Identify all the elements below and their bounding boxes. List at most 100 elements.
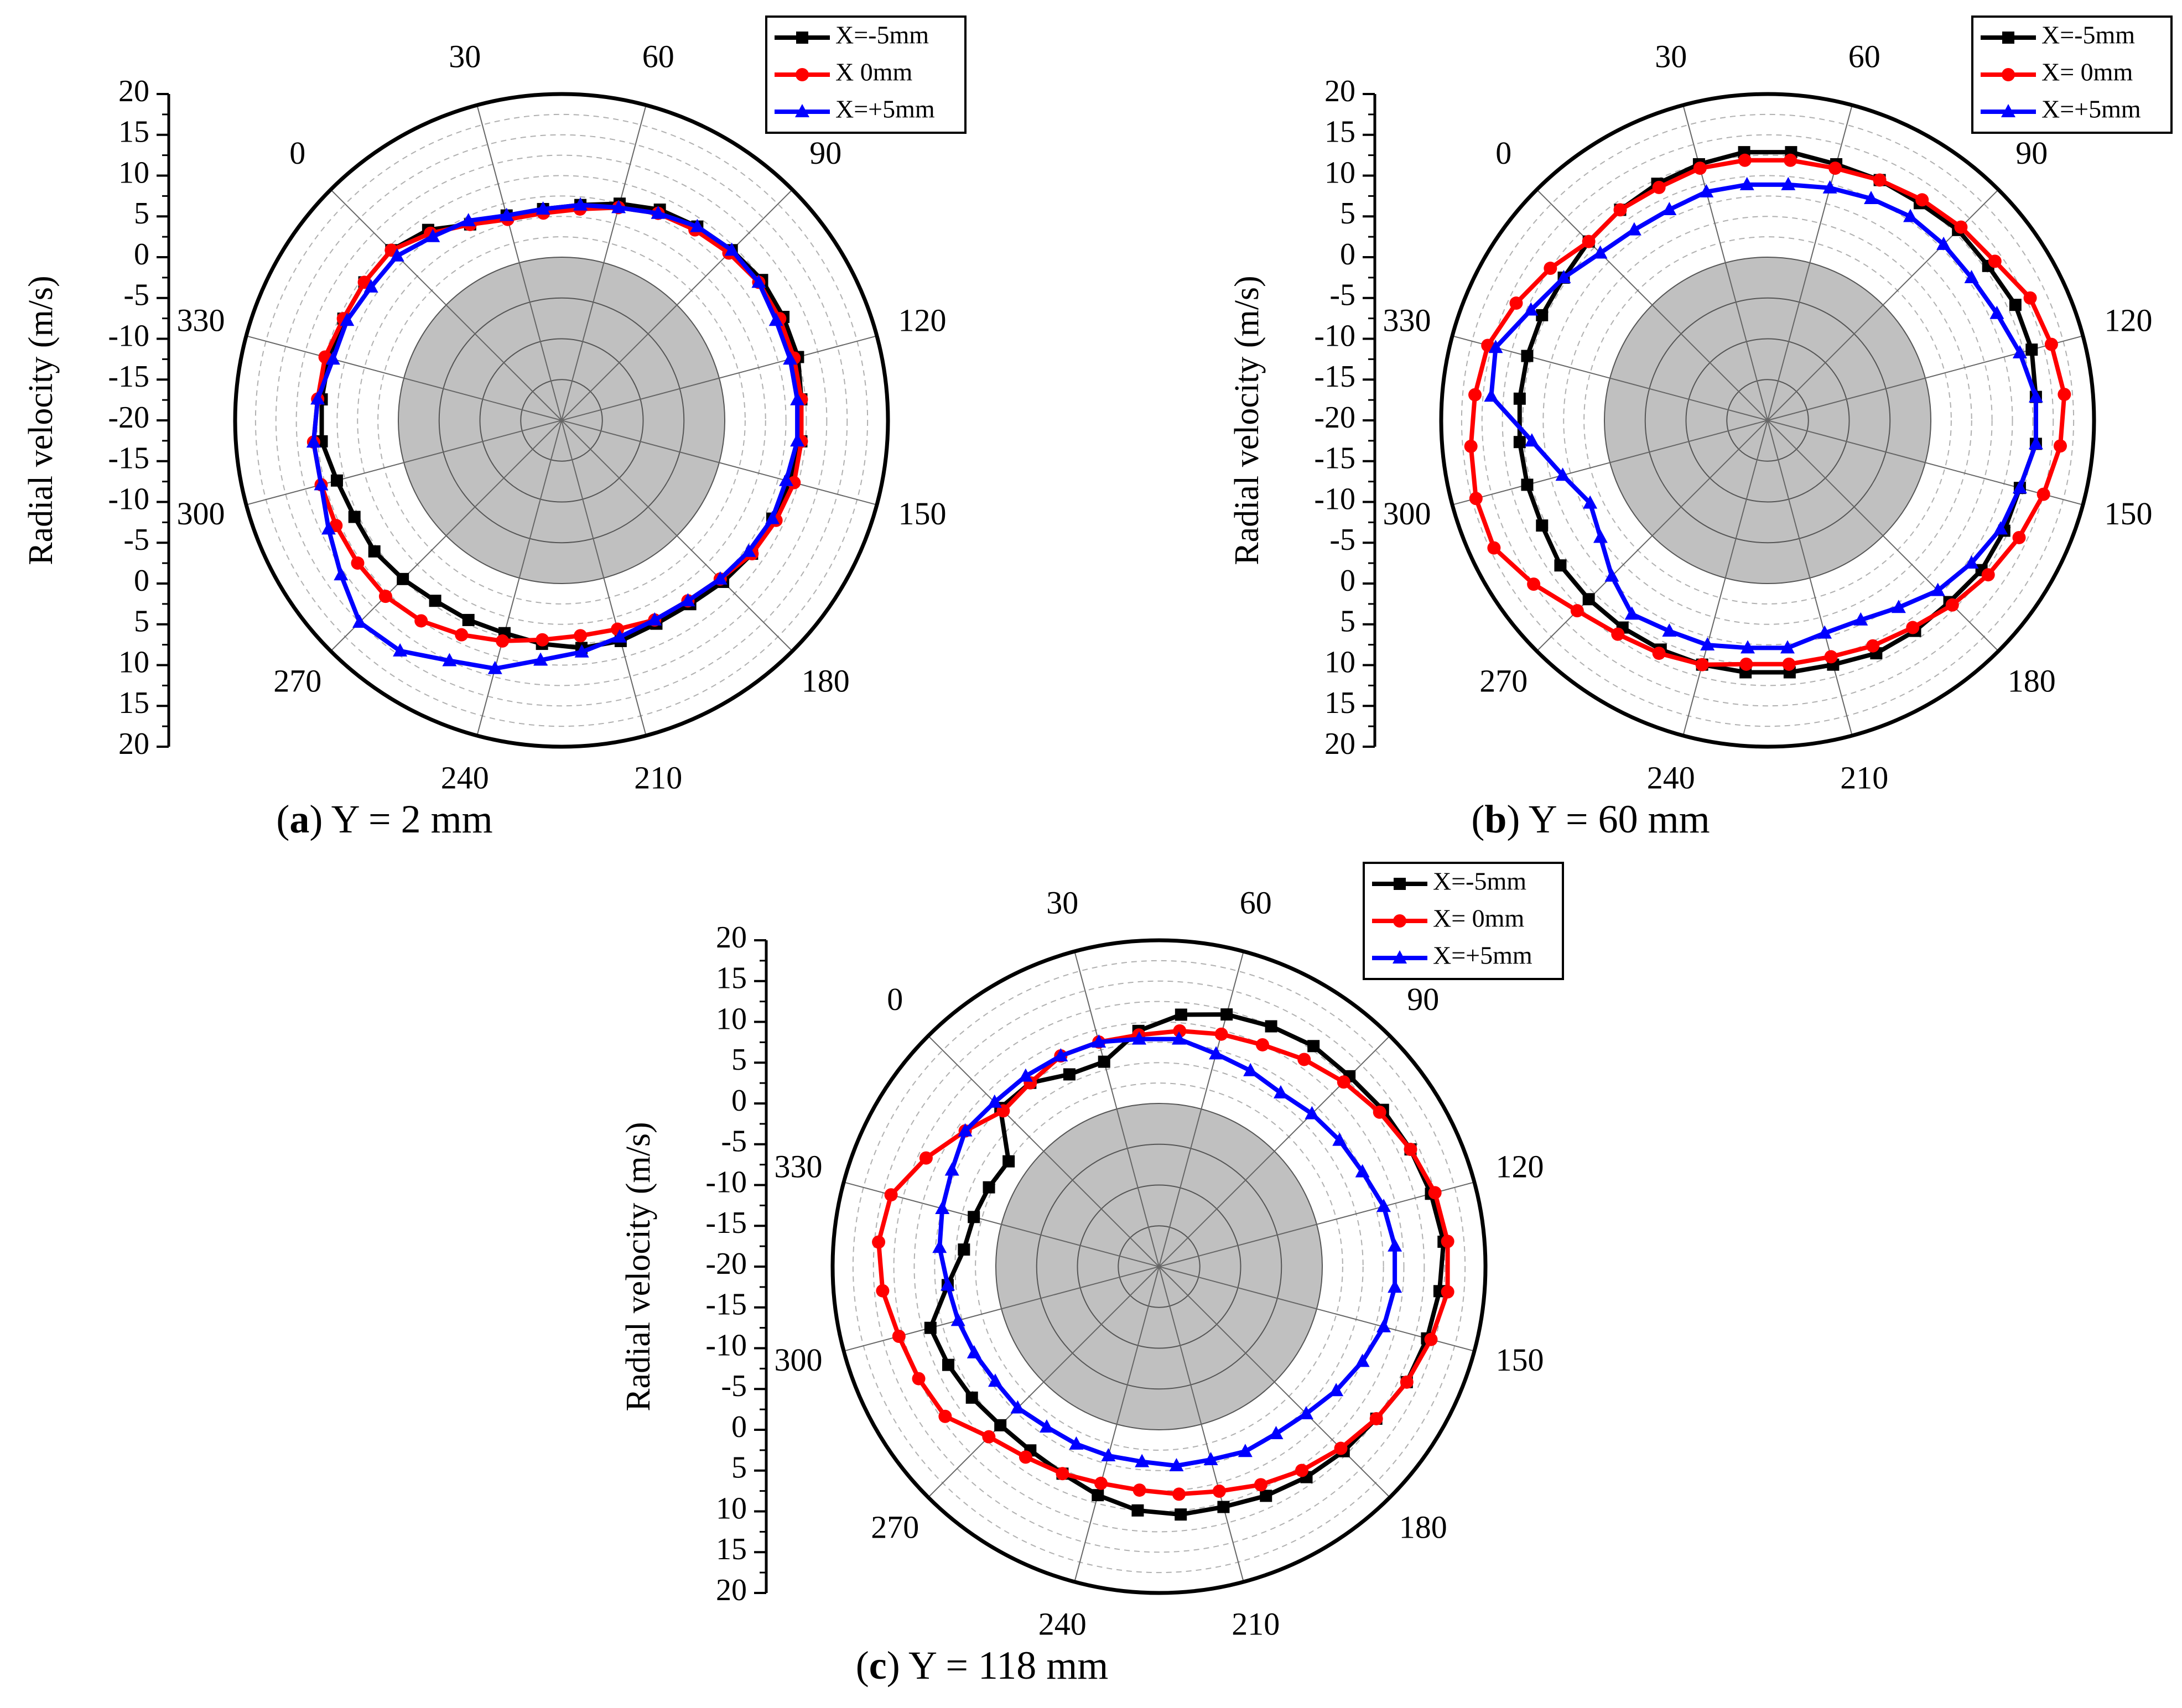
grid-spoke — [246, 420, 562, 506]
data-point-square — [1092, 1489, 1104, 1502]
radial-axis-title: Radial velocity (m/s) — [1228, 275, 1266, 565]
data-point-circle — [1464, 439, 1478, 453]
data-point-triangle — [1780, 640, 1795, 654]
data-point-triangle — [1993, 521, 2008, 535]
data-point-triangle — [1583, 495, 1598, 509]
data-point-triangle — [536, 201, 550, 215]
radial-tick-label: 15 — [716, 1532, 747, 1566]
data-point-triangle — [1903, 209, 1918, 222]
outer-circle — [233, 92, 890, 749]
angle-label: 120 — [898, 303, 946, 339]
data-point-circle — [1611, 627, 1625, 641]
data-point-triangle — [499, 207, 514, 221]
angle-label: 120 — [2105, 303, 2153, 339]
polar-chart-a: 030 609012015018021024027030033020151050-… — [22, 15, 967, 795]
angle-label: 120 — [1496, 1149, 1544, 1185]
data-point-triangle — [1101, 1447, 1116, 1461]
data-point-triangle — [1388, 1279, 1402, 1293]
data-point-triangle — [393, 643, 408, 657]
angle-label: 30 — [1655, 38, 1687, 74]
data-point-triangle — [1936, 236, 1951, 250]
data-point-triangle — [425, 228, 440, 242]
data-point-triangle — [1135, 1454, 1150, 1467]
angle-label: 90 — [809, 135, 841, 171]
data-point-circle — [1334, 1441, 1348, 1455]
data-point-triangle — [1662, 623, 1677, 637]
radial-tick-label: 15 — [118, 115, 149, 149]
grid-spoke — [561, 105, 647, 421]
data-point-square — [1536, 309, 1549, 321]
data-point-circle — [1527, 577, 1541, 591]
data-point-triangle — [352, 615, 367, 628]
data-point-triangle — [1488, 340, 1503, 353]
radial-tick-label: -10 — [108, 482, 149, 516]
legend-marker-triangle — [795, 104, 809, 117]
data-point-triangle — [741, 543, 756, 557]
angle-label: 60 — [1240, 884, 1272, 920]
data-point-triangle — [1989, 305, 2004, 319]
angle-label: 60 — [1848, 38, 1880, 74]
radial-tick-label: -10 — [1314, 482, 1355, 516]
radial-tick-label: 0 — [731, 1410, 747, 1444]
radial-tick-label: -5 — [1329, 523, 1355, 557]
inner-grid-ring — [1644, 297, 1891, 544]
data-point-square — [942, 1358, 955, 1371]
data-point-circle — [1256, 1038, 1270, 1051]
angle-label: 150 — [898, 496, 946, 532]
data-point-triangle — [442, 653, 457, 666]
angle-label: 300 — [177, 496, 225, 532]
data-point-triangle — [1376, 1199, 1391, 1212]
inner-grid-ring — [1604, 257, 1931, 584]
radial-tick-label: 15 — [1324, 686, 1355, 720]
data-point-triangle — [1018, 1068, 1033, 1082]
data-point-circle — [1424, 1332, 1438, 1346]
angle-label: 60 — [642, 38, 674, 74]
data-point-circle — [1873, 173, 1887, 187]
data-point-triangle — [2028, 436, 2043, 450]
grid-spoke — [1536, 189, 1768, 421]
data-point-triangle — [487, 660, 502, 674]
data-point-triangle — [790, 392, 805, 405]
grid-spoke — [1767, 420, 2084, 506]
data-point-triangle — [987, 1094, 1002, 1108]
data-point-triangle — [713, 571, 728, 585]
data-point-square — [462, 613, 475, 626]
polar-chart-b: 030 609012015018021024027030033020151050-… — [1228, 15, 2173, 795]
grid-ring — [254, 113, 869, 727]
grid-spoke — [1767, 420, 1999, 652]
data-point-circle — [414, 614, 428, 628]
data-point-circle — [378, 590, 392, 603]
data-point-triangle — [321, 521, 336, 535]
data-point-circle — [1693, 162, 1707, 175]
data-point-circle — [1172, 1487, 1186, 1501]
legend-label: X=+5mm — [835, 95, 935, 123]
data-point-triangle — [647, 612, 662, 626]
data-point-triangle — [1092, 1034, 1106, 1048]
grid-spoke — [928, 1266, 1160, 1498]
data-point-square — [368, 545, 381, 558]
angle-label: 90 — [1407, 981, 1439, 1017]
angle-label: 30 — [1046, 884, 1078, 920]
radial-tick-label: 20 — [118, 727, 149, 761]
radial-tick-label: 10 — [716, 1491, 747, 1525]
data-point-triangle — [461, 213, 476, 227]
data-point-circle — [1828, 162, 1842, 175]
angle-label: 240 — [1038, 1606, 1087, 1642]
grid-spoke — [246, 335, 562, 421]
data-point-triangle — [1243, 1063, 1258, 1076]
data-point-triangle — [1484, 388, 1499, 402]
angle-label: 210 — [1840, 759, 1888, 795]
outer-circle — [830, 938, 1488, 1595]
data-point-circle — [1739, 657, 1753, 671]
data-point-square — [1175, 1008, 1187, 1021]
data-point-triangle — [1624, 606, 1639, 620]
data-point-circle — [1056, 1467, 1069, 1481]
data-point-circle — [1782, 657, 1796, 671]
data-point-triangle — [1524, 302, 1539, 316]
data-point-circle — [1582, 235, 1596, 248]
angle-label: 270 — [1479, 663, 1528, 699]
data-point-triangle — [1781, 176, 1796, 190]
inner-grid-ring — [1685, 338, 1850, 503]
data-point-circle — [2036, 487, 2050, 501]
radial-tick-label: -5 — [721, 1124, 747, 1159]
